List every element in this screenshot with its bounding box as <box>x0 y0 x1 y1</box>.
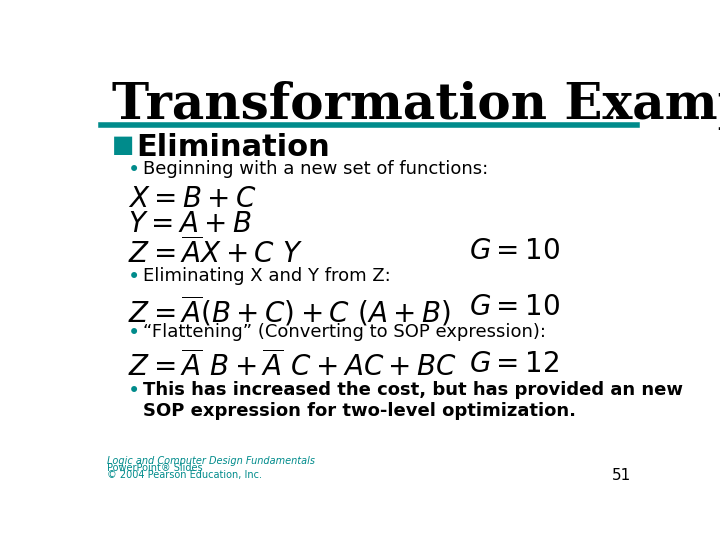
Text: $Z = \overline{A}(B + C) + C\ (A + B)$: $Z = \overline{A}(B + C) + C\ (A + B)$ <box>128 294 451 328</box>
Text: •: • <box>128 267 140 287</box>
Text: $G = 12$: $G = 12$ <box>469 350 559 379</box>
Text: $G = 10$: $G = 10$ <box>469 238 561 265</box>
Text: $X = B + C$: $X = B + C$ <box>128 185 256 213</box>
Text: Elimination: Elimination <box>136 133 330 163</box>
Text: •: • <box>128 381 140 401</box>
Text: © 2004 Pearson Education, Inc.: © 2004 Pearson Education, Inc. <box>107 470 262 480</box>
Text: ■: ■ <box>112 133 135 157</box>
Text: •: • <box>128 160 140 180</box>
Text: $Z = \overline{A}\ B + \overline{A}\ C + AC + BC$: $Z = \overline{A}\ B + \overline{A}\ C +… <box>128 350 457 382</box>
Text: $Y = A + B$: $Y = A + B$ <box>128 210 251 238</box>
Text: This has increased the cost, but has provided an new
SOP expression for two-leve: This has increased the cost, but has pro… <box>143 381 683 420</box>
Text: Beginning with a new set of functions:: Beginning with a new set of functions: <box>143 160 488 178</box>
Text: Transformation Examples: Transformation Examples <box>112 82 720 131</box>
Text: $Z = \overline{A}X + C\ Y$: $Z = \overline{A}X + C\ Y$ <box>128 238 303 269</box>
Text: “Flattening” (Converting to SOP expression):: “Flattening” (Converting to SOP expressi… <box>143 322 546 341</box>
Text: PowerPoint® Slides: PowerPoint® Slides <box>107 463 202 473</box>
Text: $G = 10$: $G = 10$ <box>469 294 561 321</box>
Text: •: • <box>128 322 140 342</box>
Text: Eliminating X and Y from Z:: Eliminating X and Y from Z: <box>143 267 391 285</box>
Text: 51: 51 <box>612 468 631 483</box>
Text: Logic and Computer Design Fundamentals: Logic and Computer Design Fundamentals <box>107 456 315 465</box>
